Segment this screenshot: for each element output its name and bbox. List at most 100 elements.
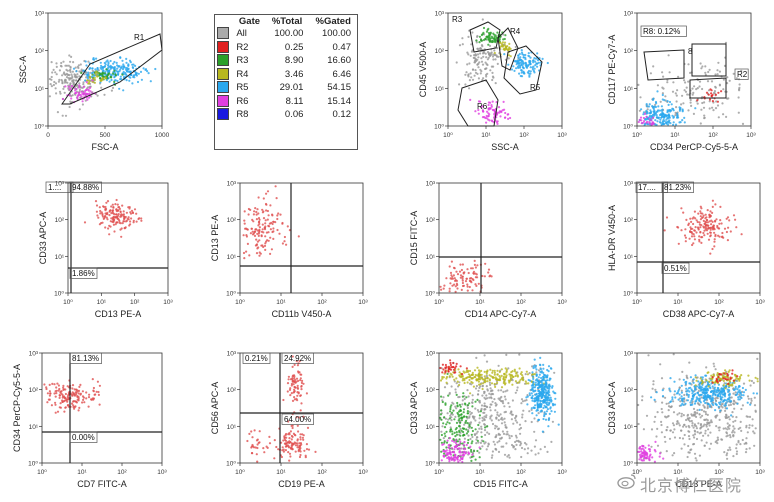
event-point — [76, 73, 79, 76]
event-point — [706, 80, 710, 83]
gate-label-r6: R6 — [477, 102, 488, 111]
event-point — [650, 445, 653, 448]
event-point — [81, 100, 84, 103]
event-point — [508, 456, 511, 459]
event-point — [745, 448, 748, 451]
event-point — [491, 55, 495, 58]
event-point — [535, 398, 538, 402]
event-point — [672, 81, 675, 84]
event-point — [140, 217, 143, 220]
y-tick-label: 10³ — [624, 181, 634, 188]
event-point — [439, 379, 443, 382]
x-axis-label: CD34 PerCP-Cy5-5-A — [650, 142, 738, 152]
event-point — [113, 230, 116, 233]
event-point — [105, 79, 108, 82]
event-point — [520, 402, 523, 405]
event-point — [656, 120, 659, 123]
event-point — [100, 64, 103, 67]
event-point — [732, 214, 736, 217]
event-point — [55, 73, 58, 76]
event-point — [721, 231, 724, 235]
event-point — [287, 375, 290, 378]
event-point — [291, 355, 294, 358]
event-point — [290, 382, 293, 385]
event-point — [517, 61, 520, 65]
event-point — [479, 385, 482, 388]
event-point — [714, 402, 717, 405]
event-point — [128, 70, 131, 73]
event-point — [706, 393, 709, 396]
event-point — [708, 98, 712, 101]
event-point — [115, 198, 118, 202]
event-point — [699, 231, 702, 234]
swatch-box — [217, 27, 229, 40]
event-point — [726, 372, 729, 375]
event-point — [725, 416, 728, 419]
event-point — [256, 208, 259, 211]
event-point — [476, 34, 479, 38]
event-point — [494, 404, 497, 407]
event-point — [699, 427, 702, 430]
event-point — [458, 447, 461, 450]
event-point — [533, 400, 536, 403]
event-point — [460, 419, 463, 422]
event-point — [504, 398, 507, 401]
event-point — [459, 405, 462, 408]
event-point — [641, 395, 644, 398]
event-point — [662, 87, 665, 90]
event-point — [704, 381, 707, 384]
event-point — [113, 75, 116, 78]
event-point — [536, 379, 539, 382]
column-header-gate: Gate — [238, 16, 261, 27]
event-point — [68, 88, 71, 91]
event-point — [689, 376, 693, 379]
event-point — [547, 365, 551, 368]
event-point — [708, 405, 712, 408]
event-point — [120, 235, 123, 238]
event-point — [672, 107, 675, 111]
event-point — [442, 376, 445, 379]
event-point — [716, 380, 719, 384]
event-point — [51, 382, 54, 385]
event-point — [670, 103, 673, 106]
event-point — [485, 385, 488, 388]
event-point — [468, 416, 471, 419]
event-point — [704, 71, 707, 74]
event-point — [720, 222, 723, 225]
event-point — [713, 383, 716, 386]
event-point — [298, 442, 301, 445]
event-point — [129, 211, 132, 214]
event-point — [661, 93, 664, 97]
event-point — [695, 437, 699, 441]
event-point — [443, 432, 446, 435]
event-point — [293, 363, 296, 366]
event-point — [463, 433, 466, 437]
event-point — [258, 430, 261, 433]
event-point — [754, 427, 757, 430]
event-point — [700, 108, 703, 111]
event-point — [443, 452, 446, 455]
event-point — [744, 388, 747, 391]
event-point — [56, 111, 60, 114]
event-point — [460, 288, 463, 291]
event-point — [525, 396, 528, 399]
event-point — [698, 397, 701, 400]
event-point — [727, 449, 730, 452]
event-point — [643, 455, 646, 458]
event-point — [487, 443, 490, 446]
event-point — [524, 53, 527, 57]
event-point — [69, 82, 72, 85]
event-point — [705, 385, 708, 388]
event-point — [526, 64, 530, 68]
gate-label-box — [661, 181, 694, 193]
event-point — [255, 252, 259, 255]
event-point — [487, 118, 490, 121]
event-point — [685, 418, 688, 422]
event-point — [696, 376, 699, 379]
event-point — [690, 220, 693, 223]
event-point — [726, 376, 730, 379]
event-point — [489, 417, 492, 420]
event-point — [664, 95, 667, 98]
event-point — [62, 72, 65, 75]
y-tick-label: 10² — [227, 387, 237, 394]
